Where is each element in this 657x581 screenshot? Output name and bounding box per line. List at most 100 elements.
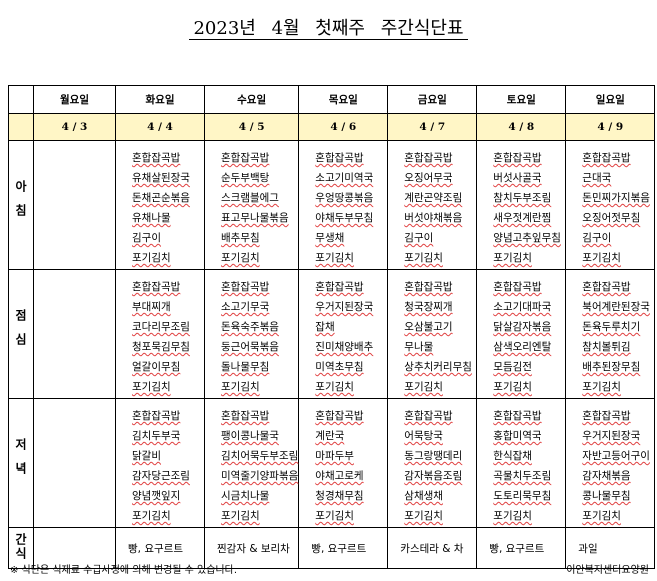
day-header: 일요일 [565, 85, 656, 114]
menu-cell: 혼합잡곡밥 팽이콩나물국 김치어묵두부조림 미역줄기양파볶음 시금치나물 포기김치 [203, 398, 300, 528]
menu-item: 포기김치 [582, 510, 621, 522]
menu-cell: 혼합잡곡밥 소고기무국 돈육숙주볶음 둥근어묵볶음 돌나물무침 포기김치 [203, 269, 300, 399]
menu-item: 팽이콩나물국 [221, 430, 279, 442]
menu-list: 혼합잡곡밥 부대찌개 코다리무조림 청포묵김무침 얼갈이무침 포기김치 [116, 270, 204, 398]
corner-cell [8, 85, 34, 114]
menu-cell: 혼합잡곡밥 홍합미역국 한식잡채 곡물치두조림 도토리묵무침 포기김치 [476, 398, 567, 528]
menu-item: 포기김치 [493, 381, 532, 393]
snack-cell: 카스테라 & 차 [387, 527, 478, 569]
menu-item: 모듬김전 [493, 361, 532, 373]
date-cell: 4 / 6 [298, 113, 389, 141]
menu-cell: 혼합잡곡밥 근대국 돈민찌가지볶음 오징어젓무침 김구이 포기김치 [565, 140, 656, 270]
menu-list [34, 399, 115, 407]
meal-label: 아침 [13, 179, 28, 228]
menu-list: 혼합잡곡밥 김치두부국 닭갈비 감자당근조림 양념깻잎지 포기김치 [116, 399, 204, 527]
menu-item: 포기김치 [493, 252, 532, 264]
menu-item: 혼합잡곡밥 [493, 281, 542, 293]
menu-item: 상추치커리무침 [404, 361, 472, 373]
menu-item: 우엉땅콩볶음 [315, 192, 374, 204]
snack-item: 빵, 요구르트 [489, 542, 545, 555]
menu-item: 혼합잡곡밥 [315, 281, 364, 293]
menu-cell: 혼합잡곡밥 김치두부국 닭갈비 감자당근조림 양념깻잎지 포기김치 [115, 398, 205, 528]
menu-item: 김구이 [132, 232, 161, 244]
menu-item: 김구이 [582, 232, 612, 244]
menu-item: 미역줄기양파볶음 [221, 470, 299, 482]
day-header: 목요일 [298, 85, 389, 114]
menu-item: 감자볶음조림 [404, 470, 463, 482]
menu-item: 버섯야채볶음 [404, 212, 463, 224]
day-header: 월요일 [33, 85, 116, 114]
snack-cell: 빵, 요구르트 [298, 527, 389, 569]
menu-item: 닭갈비 [132, 450, 161, 462]
day-header: 토요일 [476, 85, 567, 114]
menu-item: 우거지된장국 [582, 430, 641, 442]
menu-cell: 혼합잡곡밥 소고기미역국 우엉땅콩볶음 야채두부무침 무생채 포기김치 [298, 140, 389, 270]
menu-item: 유채나물 [132, 212, 171, 224]
menu-item: 진미채양배추 [315, 341, 374, 353]
menu-item: 김치두부국 [132, 430, 181, 442]
menu-item: 코다리무조림 [132, 321, 190, 333]
snack-label: 간식 [13, 532, 28, 561]
menu-item: 우거지된장국 [315, 301, 374, 313]
menu-item: 오징어무국 [404, 172, 453, 184]
menu-item: 소고기무국 [221, 301, 270, 313]
date-cell: 4 / 7 [387, 113, 478, 141]
menu-item: 혼합잡곡밥 [132, 410, 181, 422]
snack-label-cell: 간식 [8, 527, 34, 569]
menu-item: 유채살된장국 [132, 172, 190, 184]
menu-item: 청포묵김무침 [132, 341, 190, 353]
snack-item: 과일 [578, 542, 598, 555]
header-row: 월요일 화요일 수요일 목요일 금요일 토요일 일요일 [8, 85, 656, 114]
menu-item: 삼채생채 [404, 490, 443, 502]
menu-item: 혼합잡곡밥 [404, 410, 453, 422]
menu-cell: 혼합잡곡밥 청국장찌개 오삼불고기 무나물 상추치커리무침 포기김치 [387, 269, 478, 399]
menu-item: 홍합미역국 [493, 430, 542, 442]
menu-item: 혼합잡곡밥 [493, 152, 542, 164]
menu-item: 삼색오리엔탈 [493, 341, 552, 353]
snack-cell [33, 527, 116, 569]
menu-item: 혼합잡곡밥 [315, 152, 364, 164]
menu-item: 버섯사골국 [493, 172, 542, 184]
menu-item: 새우젓계란찜 [493, 212, 552, 224]
snack-cell: 빵, 요구르트 [476, 527, 567, 569]
menu-item: 시금치나물 [221, 490, 270, 502]
footnote: ※ 식단은 식재료 수급사정에 의해 변경될 수 있습니다. [10, 565, 238, 576]
menu-list: 혼합잡곡밥 버섯사골국 참치두부조림 새우젓계란찜 양념고추잎무침 포기김치 [477, 141, 565, 269]
menu-item: 포기김치 [221, 381, 260, 393]
menu-cell: 혼합잡곡밥 부대찌개 코다리무조림 청포묵김무침 얼갈이무침 포기김치 [115, 269, 205, 399]
menu-item: 야채고로케 [315, 470, 364, 482]
menu-list: 혼합잡곡밥 홍합미역국 한식잡채 곡물치두조림 도토리묵무침 포기김치 [477, 399, 565, 527]
snack-item: 찐감자 & 보리차 [217, 542, 290, 555]
menu-list: 혼합잡곡밥 소고기무국 돈육숙주볶음 둥근어묵볶음 돌나물무침 포기김치 [205, 270, 298, 398]
menu-list: 혼합잡곡밥 청국장찌개 오삼불고기 무나물 상추치커리무침 포기김치 [388, 270, 476, 398]
menu-item: 둥근어묵볶음 [221, 341, 279, 353]
snack-cell: 과일 [565, 527, 656, 569]
organization: 이안복지센터요양원 [566, 565, 649, 576]
menu-item: 어묵탕국 [404, 430, 443, 442]
menu-item: 참치볼튀김 [582, 341, 631, 353]
menu-item: 감자당근조림 [132, 470, 190, 482]
snack-row: 간식 빵, 요구르트 찐감자 & 보리차 빵, 요구르트 카스테라 & 차 빵, 요구르트… [8, 527, 656, 569]
menu-list [34, 141, 115, 149]
menu-item: 양념깻잎지 [132, 490, 181, 502]
meal-row: 저녁 혼합잡곡밥 김치두부국 닭갈비 감자당근조림 양념깻잎지 포기김치 혼합잡곡밥 팽이콩나물… [8, 398, 656, 528]
menu-item: 혼합잡곡밥 [132, 152, 181, 164]
menu-item: 소고기대파국 [493, 301, 552, 313]
snack-cell: 빵, 요구르트 [115, 527, 205, 569]
menu-item: 순두부백탕 [221, 172, 270, 184]
menu-item: 닭살감자볶음 [493, 321, 552, 333]
menu-item: 참치두부조림 [493, 192, 552, 204]
menu-item: 포기김치 [493, 510, 532, 522]
menu-item: 무생채 [315, 232, 345, 244]
menu-item: 표고무나물볶음 [221, 212, 289, 224]
menu-item: 혼합잡곡밥 [221, 410, 270, 422]
menu-list: 혼합잡곡밥 유채살된장국 돈채곤순볶음 유채나물 김구이 포기김치 [116, 141, 204, 269]
menu-item: 스크램블에그 [221, 192, 279, 204]
day-header: 수요일 [203, 85, 300, 114]
menu-item: 도토리묵무침 [493, 490, 552, 502]
menu-item: 잡채 [315, 321, 335, 333]
menu-item: 포기김치 [132, 252, 171, 264]
